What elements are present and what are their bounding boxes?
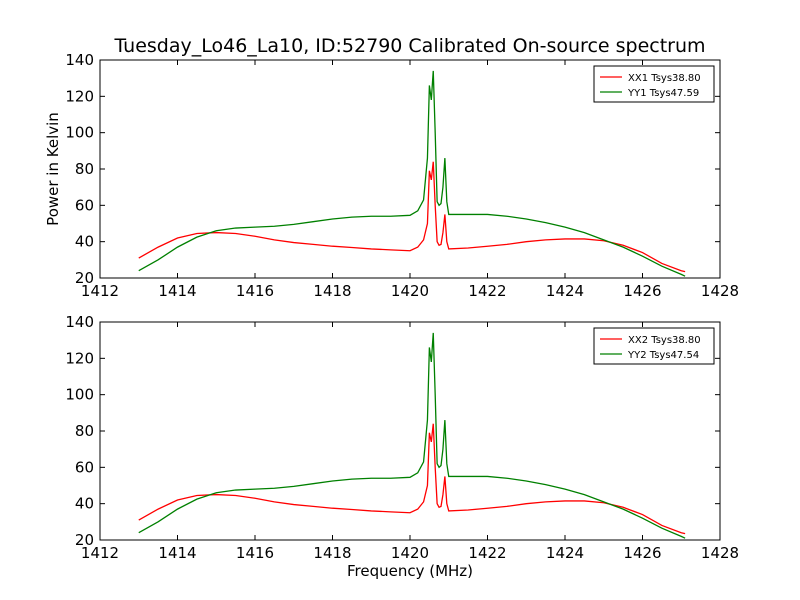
x-tick-label: 1428 xyxy=(701,282,739,300)
legend-entry: YY1 Tsys47.59 xyxy=(627,88,699,99)
y-tick-label: 140 xyxy=(65,51,94,69)
x-tick-label: 1424 xyxy=(546,544,584,562)
legend-box xyxy=(593,327,715,365)
x-tick-label: 1422 xyxy=(468,282,506,300)
x-tick-label: 1416 xyxy=(236,544,274,562)
y-tick-label: 120 xyxy=(65,87,94,105)
y-tick-label: 100 xyxy=(65,124,94,142)
legend: XX1 Tsys38.80 YY1 Tsys47.59 xyxy=(593,65,715,103)
y-tick-label: 80 xyxy=(75,160,94,178)
x-tick-label: 1418 xyxy=(313,282,351,300)
x-tick-label: 1418 xyxy=(313,544,351,562)
y-tick-label: 20 xyxy=(75,269,94,287)
legend-entry: YY2 Tsys47.54 xyxy=(627,350,699,361)
x-tick-label: 1416 xyxy=(236,282,274,300)
panel-2: 1412 1414 1416 1418 1420 1422 1424 1426 1428 20 40… xyxy=(65,313,739,580)
legend-entry: XX2 Tsys38.80 xyxy=(628,335,701,346)
y-tick-label: 120 xyxy=(65,349,94,367)
y-tick-label: 100 xyxy=(65,386,94,404)
y-axis-label: Power in Kelvin xyxy=(44,112,62,226)
x-tick-label: 1426 xyxy=(623,544,661,562)
chart-title: Tuesday_Lo46_La10, ID:52790 Calibrated O… xyxy=(113,35,705,57)
x-tick-label: 1424 xyxy=(546,282,584,300)
series-line-1-2 xyxy=(138,70,686,277)
series-line-2-1 xyxy=(138,423,686,535)
y-tick-label: 20 xyxy=(75,531,94,549)
series-line-2-2 xyxy=(138,332,686,539)
x-tick-label: 1414 xyxy=(158,544,196,562)
y-tick-label: 140 xyxy=(65,313,94,331)
y-tick-label: 40 xyxy=(75,495,94,513)
series-line-1-1 xyxy=(138,161,686,273)
y-tick-label: 40 xyxy=(75,233,94,251)
legend: XX2 Tsys38.80 YY2 Tsys47.54 xyxy=(593,327,715,365)
x-axis-label: Frequency (MHz) xyxy=(347,562,473,580)
x-tick-label: 1420 xyxy=(391,282,429,300)
legend-entry: XX1 Tsys38.80 xyxy=(628,73,701,84)
x-tick-label: 1420 xyxy=(391,544,429,562)
x-tick-label: 1422 xyxy=(468,544,506,562)
x-tick-label: 1412 xyxy=(81,544,119,562)
x-tick-label: 1428 xyxy=(701,544,739,562)
x-tick-label: 1414 xyxy=(158,282,196,300)
y-tick-label: 80 xyxy=(75,422,94,440)
y-tick-label: 60 xyxy=(75,196,94,214)
legend-box xyxy=(593,65,715,103)
y-tick-label: 60 xyxy=(75,458,94,476)
panel-1: 1412 1414 1416 1418 1420 1422 1424 1426 1428 20 40… xyxy=(44,35,739,300)
x-tick-label: 1426 xyxy=(623,282,661,300)
x-tick-label: 1412 xyxy=(81,282,119,300)
